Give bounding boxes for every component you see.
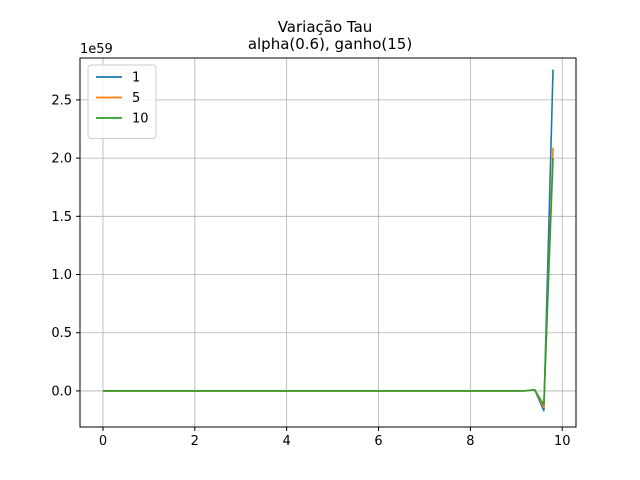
chart-title: Variação Tau <box>278 18 373 36</box>
y-tick-label: 1.0 <box>51 268 72 283</box>
plot-frame <box>79 57 577 428</box>
y-tick-label: 2.5 <box>51 93 72 108</box>
chart-subtitle: alpha(0.6), ganho(15) <box>248 35 412 53</box>
y-offset-label: 1e59 <box>80 42 113 57</box>
x-tick-label: 10 <box>554 434 571 449</box>
y-tick-label: 1.5 <box>51 210 72 225</box>
x-tick-label: 0 <box>99 434 107 449</box>
grid <box>80 58 576 427</box>
legend-label-5: 5 <box>132 91 140 106</box>
x-tick-label: 6 <box>374 434 382 449</box>
x-tick-label: 8 <box>466 434 474 449</box>
y-tick-label: 0.5 <box>51 326 72 341</box>
y-tick-label: 0.0 <box>51 384 72 399</box>
legend-label-10: 10 <box>132 112 149 127</box>
y-tick-label: 2.0 <box>51 152 72 167</box>
series-group <box>102 69 554 412</box>
legend-box <box>87 64 157 139</box>
x-tick-label: 2 <box>191 434 199 449</box>
series-line-10 <box>102 158 554 406</box>
x-tick-label: 4 <box>283 434 291 449</box>
ticks: 0 2 4 6 8 10 0.0 0.5 1.0 1.5 2.0 2.5 <box>51 93 570 449</box>
legend-label-1: 1 <box>132 71 140 86</box>
